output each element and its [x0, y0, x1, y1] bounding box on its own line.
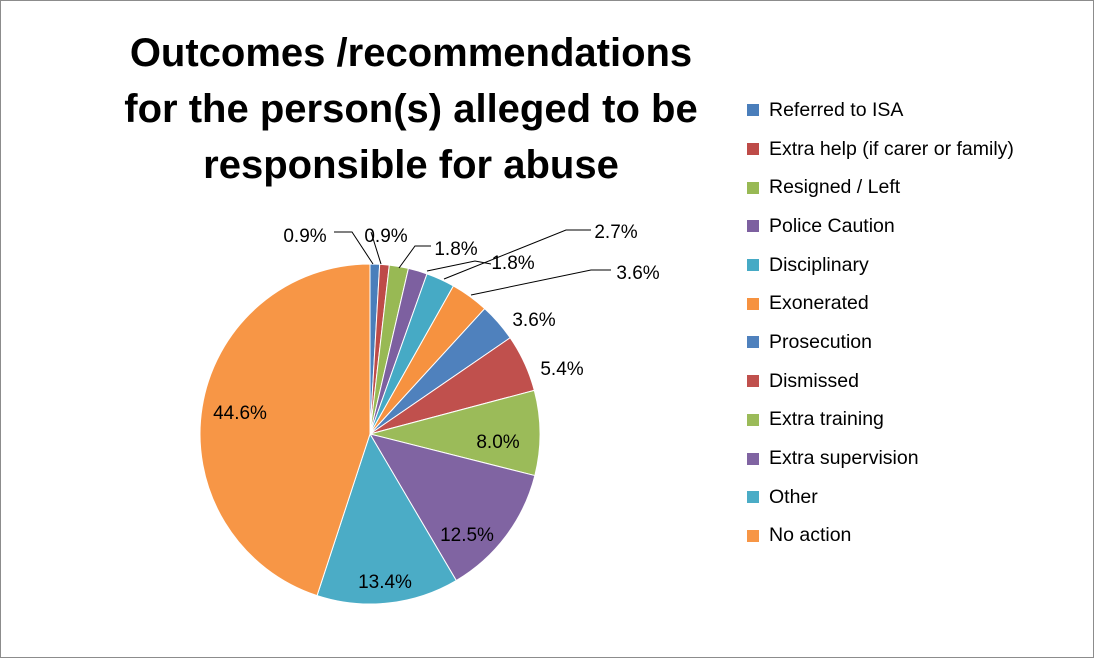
legend-item: Extra supervision: [747, 439, 1014, 478]
data-label: 2.7%: [594, 222, 637, 243]
legend-swatch: [747, 452, 759, 465]
legend-swatch: [747, 491, 759, 504]
legend-item: Referred to ISA: [747, 91, 1014, 130]
legend-item: Extra help (if carer or family): [747, 130, 1014, 169]
data-label: 0.9%: [364, 226, 407, 247]
leader-line: [470, 269, 611, 296]
leader-line: [370, 231, 382, 265]
legend-swatch: [747, 181, 759, 194]
legend-item: Resigned / Left: [747, 168, 1014, 207]
legend-item: Prosecution: [747, 323, 1014, 362]
legend-swatch: [747, 104, 759, 117]
data-label: 1.8%: [491, 253, 534, 274]
pie-slice-extra-supervision: [368, 433, 536, 582]
legend-label: Police Caution: [769, 214, 895, 237]
legend-item: Disciplinary: [747, 246, 1014, 285]
pie-slice-no-action: [199, 263, 371, 597]
legend-swatch: [747, 413, 759, 426]
legend-label: Resigned / Left: [769, 176, 901, 199]
legend-item: Other: [747, 478, 1014, 517]
legend-swatch: [747, 297, 759, 310]
data-label: 1.8%: [434, 239, 477, 260]
pie-slice-other: [316, 432, 457, 605]
data-label: 44.6%: [213, 403, 267, 424]
chart-title: Outcomes /recommendations for the person…: [124, 31, 698, 187]
legend-swatch: [747, 375, 759, 388]
data-label: 5.4%: [540, 359, 583, 380]
legend-label: Exonerated: [769, 292, 869, 315]
data-label: 13.4%: [358, 572, 412, 593]
data-label: 3.6%: [512, 310, 555, 331]
pie-slices: [199, 263, 541, 605]
leader-line: [426, 260, 492, 272]
legend-swatch: [747, 143, 759, 156]
legend-item: Extra training: [747, 401, 1014, 440]
legend-swatch: [747, 529, 759, 542]
legend-label: Extra supervision: [769, 447, 919, 470]
data-label: 0.9%: [283, 226, 326, 247]
legend-label: Referred to ISA: [769, 98, 904, 121]
leader-line: [443, 229, 591, 280]
legend: Referred to ISA Extra help (if carer or f…: [747, 91, 1014, 555]
leader-line: [334, 231, 374, 265]
legend-swatch: [747, 336, 759, 349]
legend-swatch: [747, 220, 759, 233]
legend-label: Extra training: [769, 408, 884, 431]
legend-label: Other: [769, 485, 818, 508]
legend-label: No action: [769, 524, 852, 547]
data-label: 3.6%: [616, 263, 659, 284]
legend-label: Disciplinary: [769, 253, 869, 276]
legend-label: Dismissed: [769, 369, 859, 392]
pie-labels: 0.9% 0.9% 1.8% 1.8% 2.7% 3.6% 3.6% 5.4% 8.0% 12.5…: [213, 222, 660, 593]
data-label: 8.0%: [476, 432, 519, 453]
leader-line: [398, 245, 431, 269]
legend-item: Dismissed: [747, 362, 1014, 401]
legend-item: Police Caution: [747, 207, 1014, 246]
legend-label: Prosecution: [769, 330, 872, 353]
data-label: 12.5%: [440, 525, 494, 546]
legend-swatch: [747, 259, 759, 272]
legend-label: Extra help (if carer or family): [769, 137, 1014, 160]
legend-item: Exonerated: [747, 284, 1014, 323]
legend-item: No action: [747, 517, 1014, 556]
